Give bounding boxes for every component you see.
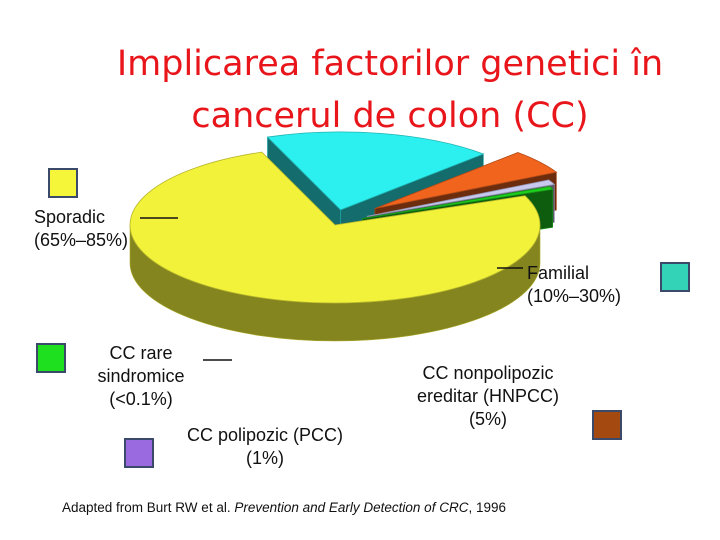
swatch-pcc [124, 438, 154, 468]
swatch-hnpcc [592, 410, 622, 440]
swatch-sporadic [48, 168, 78, 198]
label-pcc: CC polipozic (PCC) (1%) [186, 425, 344, 468]
slice-rare [362, 186, 554, 219]
chart-title: Implicarea factorilor genetici în cancer… [116, 44, 664, 136]
swatch-rare [36, 343, 66, 373]
label-rare: CC rare sindromice (<0.1%) [97, 343, 185, 409]
label-familial: Familial (10%–30%) [527, 263, 622, 306]
slice-sporadic [129, 151, 541, 304]
label-sporadic: Sporadic (65%–85%) [34, 207, 129, 250]
slice-familial [266, 131, 485, 211]
slice-pcc [367, 179, 556, 217]
swatch-familial [660, 262, 690, 292]
slice-hnpcc [374, 152, 558, 209]
source-credit: Adapted from Burt RW et al. Prevention a… [62, 500, 506, 515]
label-hnpcc: CC nonpolipozic ereditar (HNPCC) (5%) [416, 363, 560, 429]
